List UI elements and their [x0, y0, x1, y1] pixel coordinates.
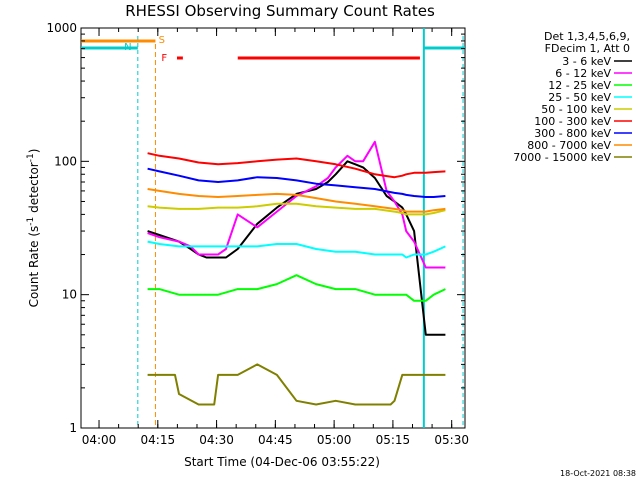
chart-title: RHESSI Observing Summary Count Rates — [125, 2, 435, 20]
y-tick-label-1: 10 — [62, 288, 77, 302]
x-tick-label-6: 05:30 — [434, 433, 469, 447]
series-line-4 — [147, 202, 446, 216]
x-axis-label: Start Time (04-Dec-06 03:55:22) — [184, 455, 380, 469]
legend-label-3: 25 - 50 keV — [548, 91, 611, 104]
series-line-6 — [147, 167, 446, 198]
series-line-5 — [147, 152, 446, 179]
x-tick-label-4: 05:00 — [317, 433, 352, 447]
legend-header-2: FDecim 1, Att 0 — [545, 42, 630, 55]
plot-frame — [80, 27, 466, 429]
series-line-0 — [147, 160, 446, 336]
legend-label-5: 100 - 300 keV — [534, 115, 611, 128]
y-label-exp-2: -1 — [26, 153, 36, 162]
observing-intervals: N SF — [81, 28, 465, 428]
legend-label-7: 800 - 7000 keV — [527, 139, 611, 152]
x-tick-label-2: 04:30 — [199, 433, 234, 447]
x-tick-label-3: 04:45 — [258, 433, 293, 447]
timestamp: 18-Oct-2021 08:38 — [560, 469, 636, 478]
series-line-3 — [147, 240, 446, 259]
legend-label-4: 50 - 100 keV — [541, 103, 611, 116]
legend-label-6: 300 - 800 keV — [534, 127, 611, 140]
x-tick-label-5: 05:15 — [376, 433, 411, 447]
series-layer — [147, 140, 446, 406]
annotation-n: N — [124, 42, 131, 53]
legend-label-8: 7000 - 15000 keV — [513, 151, 611, 164]
legend-label-0: 3 - 6 keV — [562, 55, 611, 68]
annotation-s: S — [159, 35, 165, 46]
y-label-part-3: ) — [27, 149, 41, 154]
x-tick-label-0: 04:00 — [82, 433, 117, 447]
series-line-8 — [147, 363, 446, 406]
y-tick-label-2: 100 — [54, 154, 77, 168]
legend-label-2: 12 - 25 keV — [548, 79, 611, 92]
legend: Det 1,3,4,5,6,9, FDecim 1, Att 0 3 - 6 k… — [513, 30, 632, 164]
y-tick-label-0: 1 — [69, 421, 77, 435]
annotation-f: F — [161, 53, 167, 64]
y-tick-label-3: 1000 — [46, 21, 77, 35]
axis-layer: 1 10 100 1000 04:00 04:15 04:30 04:45 05:00 05:15… — [46, 21, 469, 447]
legend-label-1: 6 - 12 keV — [555, 67, 611, 80]
y-label-part-1: Count Rate (s — [27, 226, 41, 308]
series-line-7 — [147, 188, 446, 213]
legend-header-1: Det 1,3,4,5,6,9, — [544, 30, 630, 43]
x-tick-label-1: 04:15 — [141, 433, 176, 447]
y-axis-label: Count Rate (s-1 detector-1) — [26, 149, 41, 308]
y-label-exp-1: -1 — [26, 217, 36, 226]
series-line-1 — [147, 140, 446, 269]
series-line-2 — [147, 274, 446, 302]
y-label-part-2: detector — [27, 162, 41, 217]
